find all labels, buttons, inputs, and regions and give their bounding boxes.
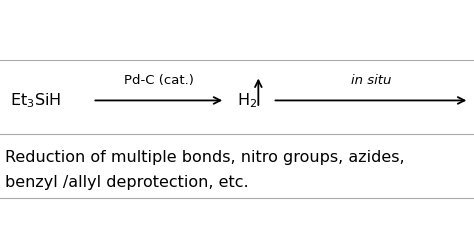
Text: Et$_3$SiH: Et$_3$SiH [10, 91, 61, 110]
Text: benzyl /allyl deprotection, etc.: benzyl /allyl deprotection, etc. [5, 175, 248, 190]
Text: Reduction of multiple bonds, nitro groups, azides,: Reduction of multiple bonds, nitro group… [5, 150, 404, 165]
Text: in situ: in situ [351, 74, 391, 87]
Text: Pd-C (cat.): Pd-C (cat.) [124, 74, 194, 87]
Text: H$_2$: H$_2$ [237, 91, 257, 110]
